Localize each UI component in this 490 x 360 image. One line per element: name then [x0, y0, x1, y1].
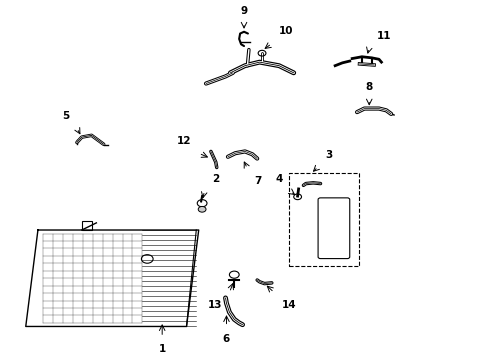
Text: 8: 8: [366, 82, 373, 93]
Text: 4: 4: [276, 174, 283, 184]
Text: 6: 6: [223, 334, 230, 343]
Text: 9: 9: [241, 6, 247, 16]
Text: 13: 13: [208, 300, 222, 310]
Text: 3: 3: [325, 150, 333, 159]
Text: 2: 2: [212, 174, 219, 184]
Text: 12: 12: [177, 136, 192, 146]
Text: 10: 10: [279, 26, 294, 36]
Text: 1: 1: [159, 344, 166, 354]
Text: 14: 14: [282, 300, 296, 310]
Text: 7: 7: [255, 176, 262, 186]
Circle shape: [198, 206, 206, 212]
Text: 11: 11: [376, 31, 391, 41]
Text: 5: 5: [62, 111, 70, 121]
